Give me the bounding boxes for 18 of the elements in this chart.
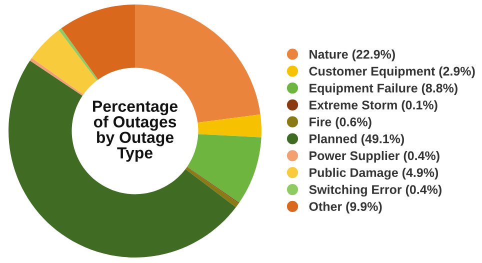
donut-slice [30,58,84,96]
donut-slice [187,134,262,203]
legend-label: Power Supplier (0.4%) [310,150,440,163]
text: Percentage of Outages by Outage Type [93,100,178,162]
donut-slice [198,114,262,138]
legend-label: Nature (22.9%) [310,50,395,62]
legend-label: Planned (49.1%) [310,134,404,146]
donut-slice [32,30,97,94]
donut-slice [61,4,135,80]
legend-label: Switching Error (0.4%) [309,184,442,197]
legend-label: Customer Equipment (2.9%) [309,66,475,78]
legend-label: Other (9.9%) [309,202,382,214]
legend-label: Equipment Failure (8.8%) [310,83,458,96]
donut-slice [8,60,236,258]
donut-slice [58,28,98,81]
legend-label: Extreme Storm (0.1%) [310,100,438,112]
legend-label: Public Damage (4.9%) [310,168,438,180]
legend-label: Fire (0.6%) [310,117,372,129]
